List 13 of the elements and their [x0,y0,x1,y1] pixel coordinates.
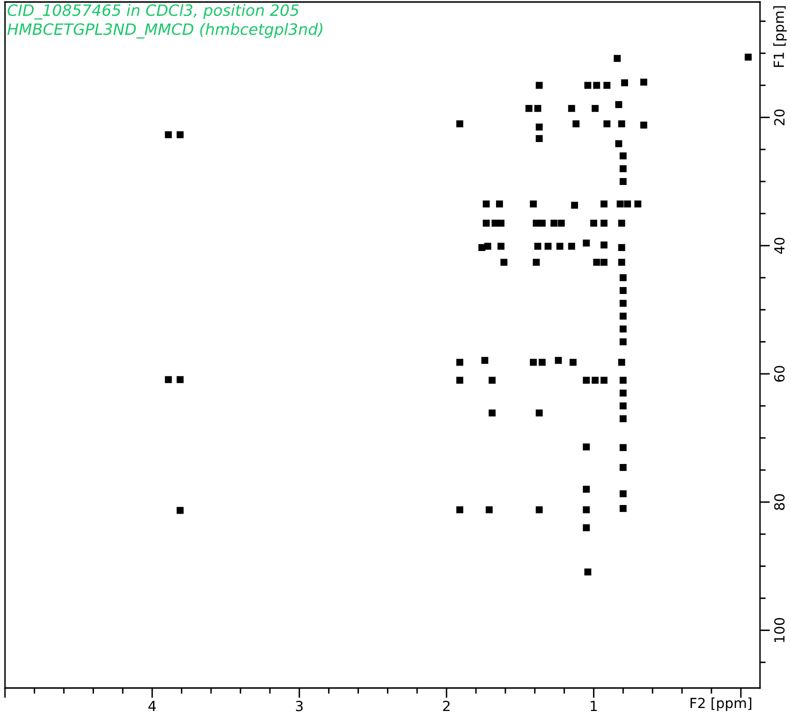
x-tick-label: 1 [590,700,597,712]
x-tick-label: 2 [443,700,450,712]
text: HMBCETGPL3ND_MMCD (hmbcetgpl3nd) [7,23,322,38]
chart-title: CID_10857465 in CDCl3, position 205 [8,4,299,20]
y-tick-label: 80 [774,494,785,510]
y-tick-label: 100 [774,618,785,642]
y-tick-label: 40 [774,238,785,254]
x-tick-label: 3 [296,700,303,712]
y-tick-label: 60 [774,366,785,382]
x-axis-title: F2 [ppm] [690,698,752,711]
y-axis-title: F1 [ppm] [773,6,787,67]
y-tick-label: 20 [774,109,785,126]
x-tick-label: 4 [148,700,156,712]
